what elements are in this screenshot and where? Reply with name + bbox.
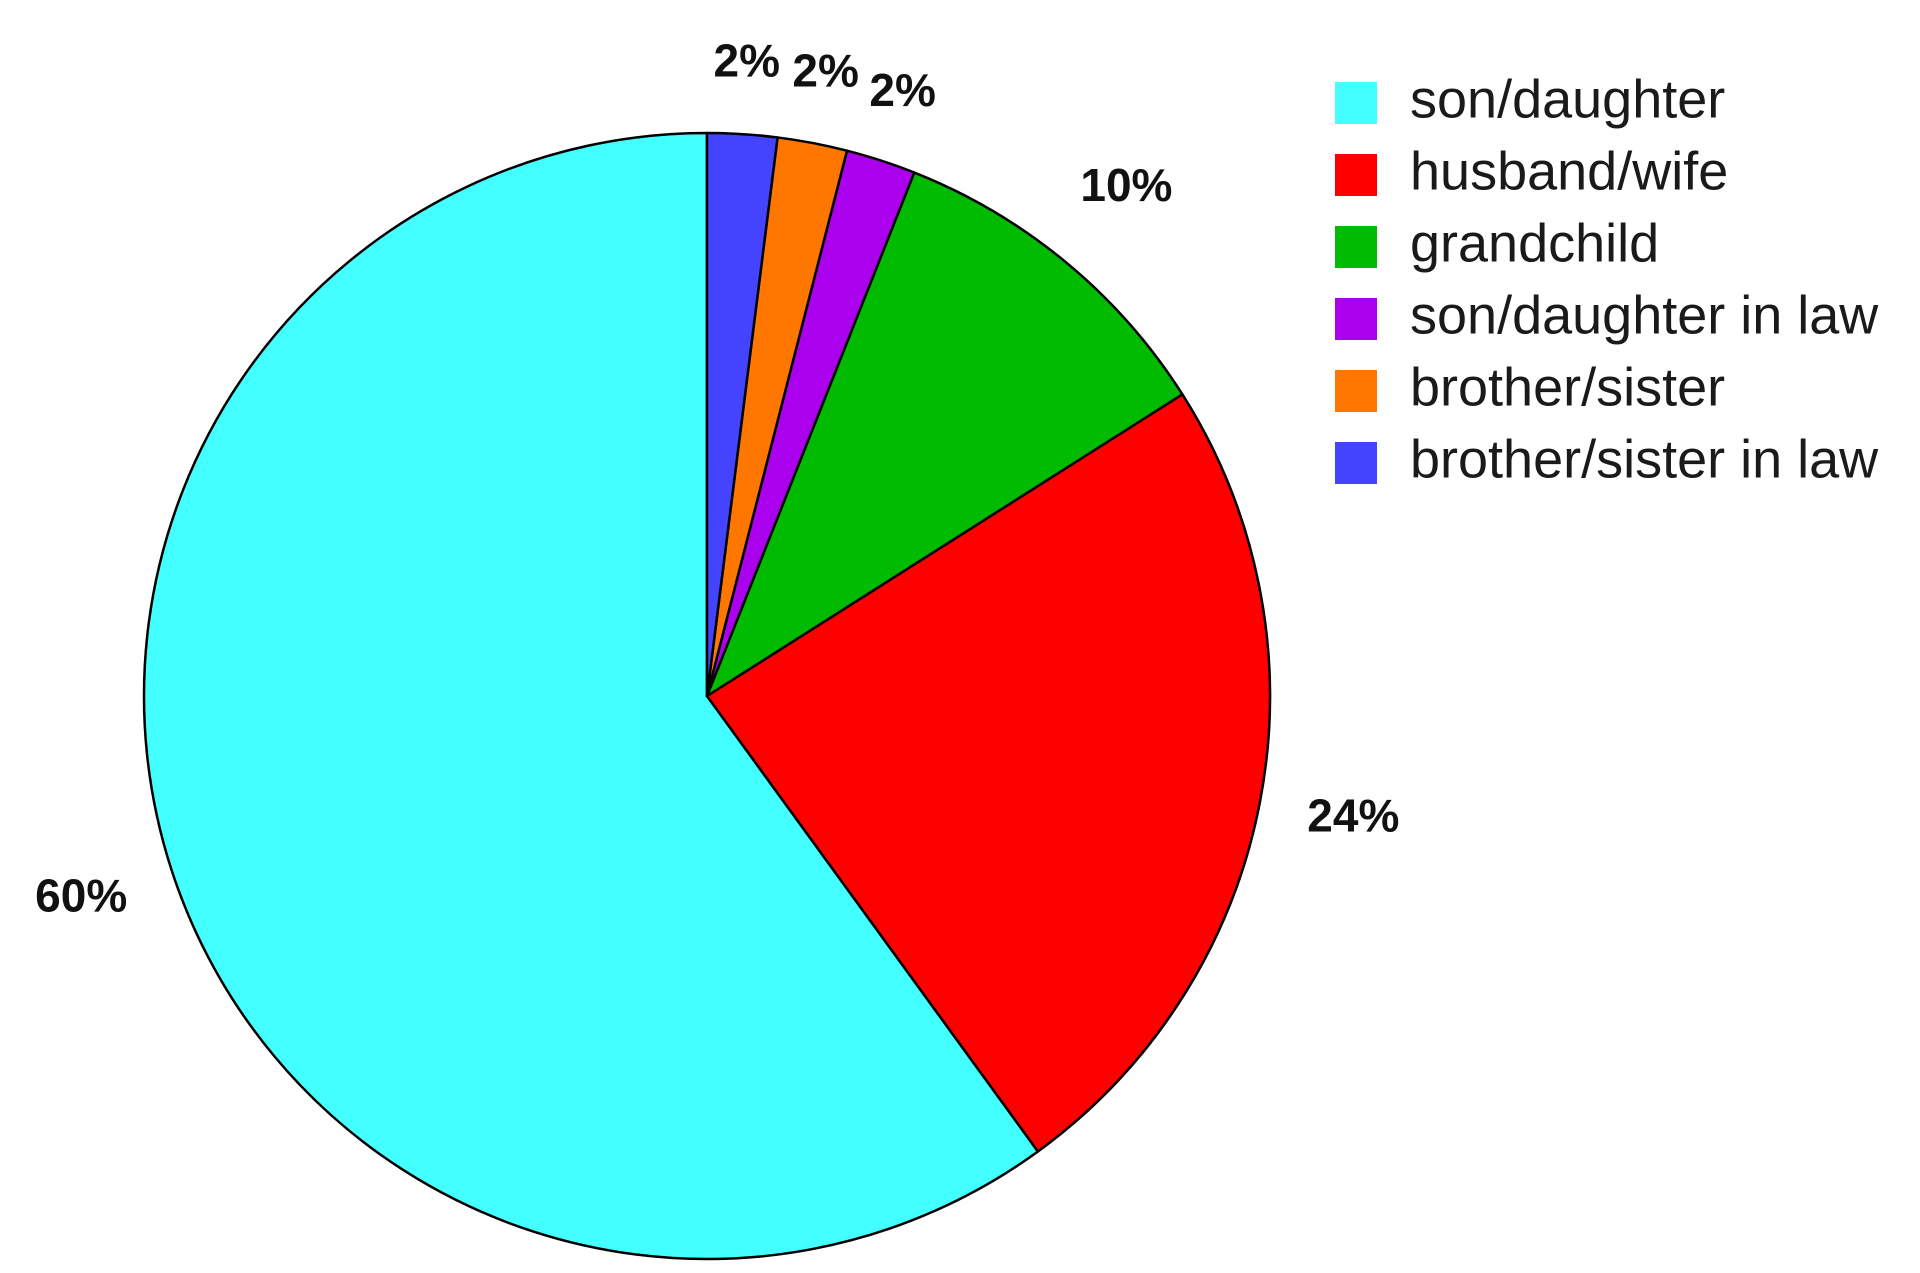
legend-label-brother-sister: brother/sister <box>1410 357 1725 417</box>
pie-percent-labels: 60%24%10%2%2%2% <box>35 34 1399 921</box>
pie-label-grandchild: 10% <box>1080 159 1172 211</box>
pie-slice-husband-wife <box>705 393 1272 1153</box>
pie-label-brother-sister: 2% <box>792 44 858 96</box>
pie-label-brother-sister-in-law: 2% <box>714 34 780 86</box>
pie-label-son-daughter-in-law: 2% <box>869 64 935 116</box>
pie-label-son-daughter: 60% <box>35 869 127 921</box>
legend-item-son-daughter: son/daughter <box>1335 69 1725 129</box>
legend-swatch-son-daughter <box>1335 82 1377 124</box>
legend-label-son-daughter: son/daughter <box>1410 69 1725 129</box>
legend-label-brother-sister-in-law: brother/sister in law <box>1410 429 1879 489</box>
pie-slice-brother-sister-in-law <box>705 131 779 698</box>
legend-swatch-grandchild <box>1335 226 1377 268</box>
legend-swatch-son-daughter-in-law <box>1335 298 1377 340</box>
pie-slice-son-daughter <box>142 131 1040 1261</box>
legend-swatch-brother-sister-in-law <box>1335 442 1377 484</box>
legend-item-grandchild: grandchild <box>1335 213 1659 273</box>
legend-item-husband-wife: husband/wife <box>1335 141 1728 201</box>
legend-label-son-daughter-in-law: son/daughter in law <box>1410 285 1879 345</box>
pie-label-husband-wife: 24% <box>1307 789 1399 841</box>
legend-label-grandchild: grandchild <box>1410 213 1659 273</box>
legend-item-son-daughter-in-law: son/daughter in law <box>1335 285 1879 345</box>
legend: son/daughter husband/wife grandchild son/da… <box>1335 69 1879 489</box>
pie-slice-grandchild <box>705 171 1184 698</box>
legend-swatch-husband-wife <box>1335 154 1377 196</box>
legend-item-brother-sister: brother/sister <box>1335 357 1725 417</box>
legend-swatch-brother-sister <box>1335 370 1377 412</box>
legend-item-brother-sister-in-law: brother/sister in law <box>1335 429 1879 489</box>
legend-label-husband-wife: husband/wife <box>1410 141 1728 201</box>
pie-slices <box>142 131 1272 1261</box>
